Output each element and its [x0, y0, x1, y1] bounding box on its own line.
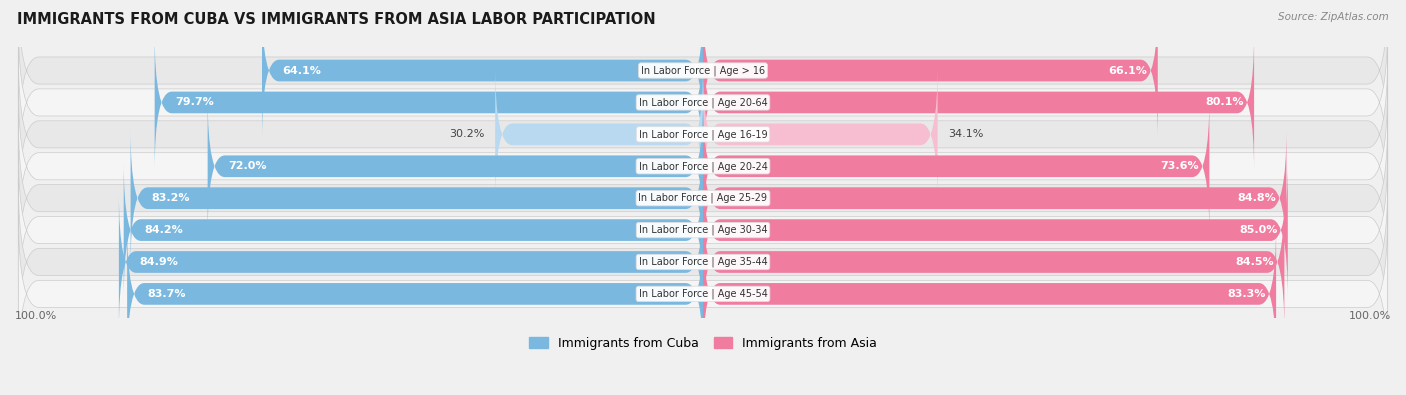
- FancyBboxPatch shape: [208, 97, 703, 235]
- Text: 66.1%: 66.1%: [1108, 66, 1147, 75]
- FancyBboxPatch shape: [703, 2, 1157, 139]
- Text: 64.1%: 64.1%: [283, 66, 322, 75]
- FancyBboxPatch shape: [18, 20, 1388, 184]
- FancyBboxPatch shape: [703, 129, 1286, 267]
- Text: In Labor Force | Age > 16: In Labor Force | Age > 16: [641, 65, 765, 76]
- Text: 72.0%: 72.0%: [228, 161, 267, 171]
- Text: In Labor Force | Age 30-34: In Labor Force | Age 30-34: [638, 225, 768, 235]
- FancyBboxPatch shape: [18, 212, 1388, 376]
- FancyBboxPatch shape: [495, 66, 703, 203]
- Legend: Immigrants from Cuba, Immigrants from Asia: Immigrants from Cuba, Immigrants from As…: [524, 332, 882, 355]
- Text: 34.1%: 34.1%: [948, 129, 983, 139]
- Text: IMMIGRANTS FROM CUBA VS IMMIGRANTS FROM ASIA LABOR PARTICIPATION: IMMIGRANTS FROM CUBA VS IMMIGRANTS FROM …: [17, 12, 655, 27]
- Text: 85.0%: 85.0%: [1239, 225, 1278, 235]
- FancyBboxPatch shape: [703, 225, 1277, 363]
- FancyBboxPatch shape: [703, 66, 938, 203]
- Text: In Labor Force | Age 35-44: In Labor Force | Age 35-44: [638, 257, 768, 267]
- FancyBboxPatch shape: [124, 161, 703, 299]
- Text: In Labor Force | Age 25-29: In Labor Force | Age 25-29: [638, 193, 768, 203]
- Text: 80.1%: 80.1%: [1205, 98, 1244, 107]
- FancyBboxPatch shape: [703, 193, 1284, 331]
- Text: 84.9%: 84.9%: [139, 257, 179, 267]
- FancyBboxPatch shape: [18, 52, 1388, 216]
- FancyBboxPatch shape: [127, 225, 703, 363]
- FancyBboxPatch shape: [18, 84, 1388, 248]
- FancyBboxPatch shape: [18, 180, 1388, 344]
- Text: 83.2%: 83.2%: [152, 193, 190, 203]
- FancyBboxPatch shape: [155, 34, 703, 171]
- Text: 79.7%: 79.7%: [176, 98, 214, 107]
- FancyBboxPatch shape: [18, 116, 1388, 280]
- FancyBboxPatch shape: [703, 161, 1288, 299]
- FancyBboxPatch shape: [262, 2, 703, 139]
- Text: In Labor Force | Age 20-24: In Labor Force | Age 20-24: [638, 161, 768, 171]
- Text: In Labor Force | Age 45-54: In Labor Force | Age 45-54: [638, 289, 768, 299]
- Text: 83.3%: 83.3%: [1227, 289, 1265, 299]
- Text: Source: ZipAtlas.com: Source: ZipAtlas.com: [1278, 12, 1389, 22]
- Text: 83.7%: 83.7%: [148, 289, 186, 299]
- Text: In Labor Force | Age 16-19: In Labor Force | Age 16-19: [638, 129, 768, 139]
- FancyBboxPatch shape: [120, 193, 703, 331]
- FancyBboxPatch shape: [703, 34, 1254, 171]
- Text: 100.0%: 100.0%: [1348, 310, 1391, 321]
- Text: In Labor Force | Age 20-64: In Labor Force | Age 20-64: [638, 97, 768, 108]
- Text: 30.2%: 30.2%: [450, 129, 485, 139]
- Text: 84.8%: 84.8%: [1237, 193, 1277, 203]
- FancyBboxPatch shape: [18, 148, 1388, 312]
- FancyBboxPatch shape: [18, 0, 1388, 153]
- Text: 84.2%: 84.2%: [145, 225, 183, 235]
- Text: 84.5%: 84.5%: [1236, 257, 1274, 267]
- FancyBboxPatch shape: [131, 129, 703, 267]
- Text: 73.6%: 73.6%: [1160, 161, 1199, 171]
- Text: 100.0%: 100.0%: [15, 310, 58, 321]
- FancyBboxPatch shape: [703, 97, 1209, 235]
